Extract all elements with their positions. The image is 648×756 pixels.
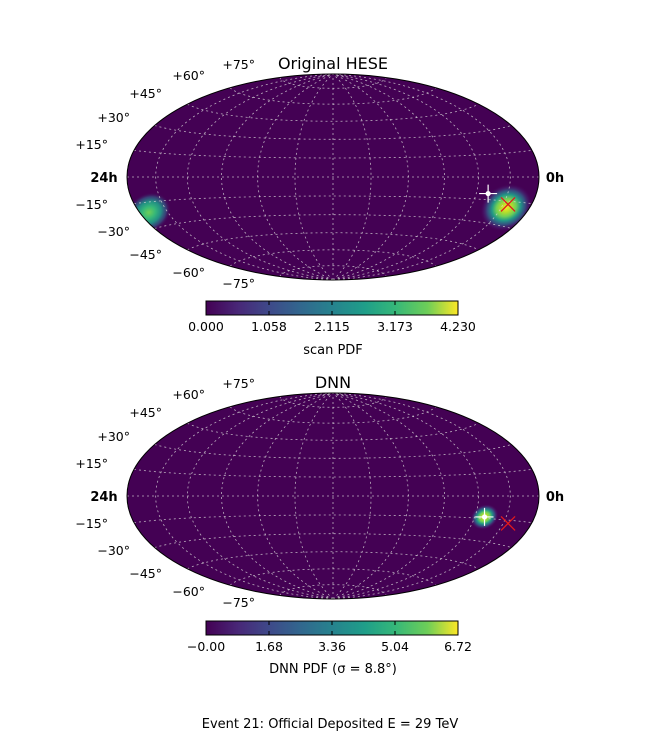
dec-tick-label: +75° bbox=[222, 376, 255, 391]
colorbar-tick-label: 3.36 bbox=[318, 639, 346, 654]
dec-tick-label: +60° bbox=[172, 387, 205, 402]
colorbar-tick-label: 1.058 bbox=[251, 319, 287, 334]
colorbar-tick-label: 2.115 bbox=[314, 319, 350, 334]
colorbar-label: scan PDF bbox=[303, 343, 363, 358]
parallel-gridline bbox=[229, 87, 437, 105]
panel-original-hese: Original HESE +75° +60° +45° +30° +15° −15° −3… bbox=[75, 54, 564, 358]
colorbar-tick-label: 1.68 bbox=[255, 639, 283, 654]
parallel-gridline bbox=[279, 396, 387, 408]
dec-tick-label: +60° bbox=[172, 68, 205, 83]
dec-tick-label: −60° bbox=[172, 584, 205, 599]
parallel-gridline bbox=[229, 568, 437, 586]
best-fit-point bbox=[481, 514, 488, 520]
colorbar-label: DNN PDF (σ = 8.8°) bbox=[269, 662, 397, 677]
panel-title: DNN bbox=[315, 373, 351, 392]
parallel-gridline bbox=[279, 584, 387, 596]
dec-tick-label: +75° bbox=[222, 57, 255, 72]
dec-tick-label: −30° bbox=[97, 543, 130, 558]
dec-tick-label: +30° bbox=[97, 110, 130, 125]
parallel-gridline bbox=[154, 444, 512, 459]
parallel-gridline bbox=[279, 265, 387, 277]
dec-tick-label: −45° bbox=[129, 566, 162, 581]
sky-map-outline bbox=[126, 392, 540, 600]
figure-caption: Event 21: Official Deposited E = 29 TeV bbox=[202, 717, 459, 732]
colorbar-tick-label: 5.04 bbox=[381, 639, 409, 654]
probability-hotspot bbox=[479, 183, 533, 232]
ra-label-left: 24h bbox=[90, 171, 117, 186]
dec-tick-label: −15° bbox=[75, 516, 108, 531]
dec-tick-label: −45° bbox=[129, 247, 162, 262]
colorbar-tick-label: 6.72 bbox=[444, 639, 472, 654]
dec-tick-label: +15° bbox=[75, 137, 108, 152]
dec-tick-label: +30° bbox=[97, 429, 130, 444]
dec-tick-label: −15° bbox=[75, 197, 108, 212]
parallel-gridline bbox=[229, 406, 437, 424]
parallel-gridline bbox=[133, 514, 533, 524]
parallel-gridline bbox=[133, 468, 533, 478]
parallel-gridline bbox=[229, 249, 437, 267]
dec-tick-label: −60° bbox=[172, 265, 205, 280]
dec-tick-label: +45° bbox=[129, 405, 162, 420]
ra-label-left: 24h bbox=[90, 490, 117, 505]
parallel-gridline bbox=[154, 125, 512, 140]
parallel-gridline bbox=[187, 422, 479, 441]
dec-tick-label: −75° bbox=[222, 276, 255, 291]
colorbar-tick-label: 0.000 bbox=[188, 319, 224, 334]
dec-tick-label: −30° bbox=[97, 224, 130, 239]
best-fit-point bbox=[485, 190, 491, 197]
parallel-gridline bbox=[187, 551, 479, 570]
parallel-gridline bbox=[154, 533, 512, 548]
colorbar-tick-label: −0.00 bbox=[187, 639, 225, 654]
parallel-gridline bbox=[133, 149, 533, 159]
dec-tick-label: +45° bbox=[129, 86, 162, 101]
colorbar-tick-label: 4.230 bbox=[440, 319, 476, 334]
truth-x-marker bbox=[500, 515, 516, 531]
parallel-gridline bbox=[133, 195, 533, 205]
panel-dnn: DNN +75° +60° +45° +30° +15° −15° −30° −45° −60°… bbox=[75, 373, 564, 677]
panel-title: Original HESE bbox=[278, 54, 388, 73]
parallel-gridline bbox=[154, 214, 512, 229]
dec-tick-label: −75° bbox=[222, 595, 255, 610]
truth-x-marker bbox=[500, 196, 516, 212]
colorbar-tick-label: 3.173 bbox=[377, 319, 413, 334]
parallel-gridline bbox=[187, 103, 479, 122]
ra-label-right: 0h bbox=[546, 490, 564, 505]
dec-tick-label: +15° bbox=[75, 456, 108, 471]
ra-label-right: 0h bbox=[546, 171, 564, 186]
sky-map-outline bbox=[126, 73, 540, 281]
parallel-gridline bbox=[187, 232, 479, 251]
parallel-gridline bbox=[279, 77, 387, 89]
